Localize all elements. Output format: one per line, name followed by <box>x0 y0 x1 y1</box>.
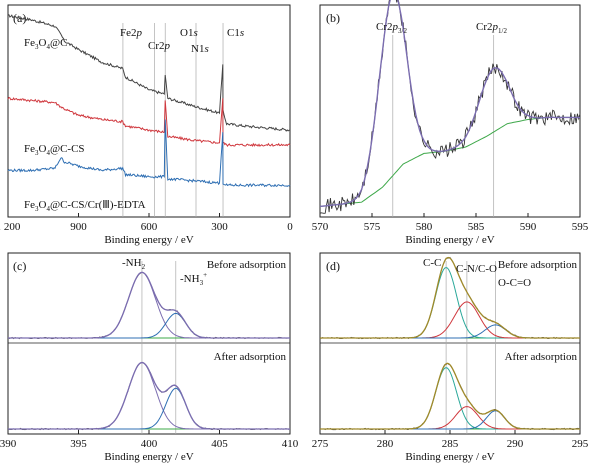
component-peak-1 <box>320 301 580 339</box>
panel-b-xlabel: Binding energy / eV <box>405 234 494 246</box>
peak-label-cr2p: Cr2p <box>148 40 171 52</box>
panel-c-x-ticks: 390 395 400 405 410 <box>0 430 299 450</box>
panel-c-tick-label: 410 <box>282 438 299 450</box>
panel-b-x-ticks: 570 575 580 585 590 595 <box>312 213 589 233</box>
peak-label-o1s: O1s <box>180 27 198 39</box>
panel-a-x-ticks: 1 200 900 600 300 0 <box>0 213 293 233</box>
raw-spectrum-line <box>319 363 581 431</box>
series-line-1 <box>7 96 291 148</box>
component-peak-0 <box>8 362 290 430</box>
panel-a-xlabel: Binding energy / eV <box>104 234 193 246</box>
panel-d-frame <box>319 252 581 435</box>
component-peak-2 <box>320 410 580 430</box>
fit-envelope-line <box>8 361 290 430</box>
panel-b-curves <box>319 0 581 214</box>
panel-c-top-label: Before adsorption <box>207 259 287 271</box>
panel-c-tick-label: 395 <box>70 438 87 450</box>
panel-b-tick-label: 575 <box>364 221 381 233</box>
panel-a-legend: Fe3O4@C Fe3O4@C-CS Fe3O4@C-CS/Cr(Ⅲ)-EDTA <box>24 37 146 213</box>
panel-b-tick-label: 570 <box>312 221 329 233</box>
series-line-0 <box>7 14 291 132</box>
peak-label-cr2p12: Cr2p1/2 <box>476 21 507 35</box>
panel-c-label: (c) <box>13 259 26 273</box>
panel-d-top-label: Before adsorption <box>498 259 578 271</box>
panel-a-peak-labels: Fe2p Cr2p O1s N1s C1s <box>120 27 244 55</box>
panel-a-tick-label: 600 <box>141 221 158 233</box>
panel-d-x-ticks: 275 280 285 290 295 <box>312 430 589 450</box>
raw-spectrum-line <box>7 271 291 340</box>
component-peak-0 <box>320 367 580 430</box>
fit-envelope-line <box>8 271 290 339</box>
peak-label-cn-co: C-N/C-O <box>456 263 497 275</box>
panel-d: (d) Before adsorption After adsorption C… <box>312 252 589 463</box>
panel-d-tick-label: 285 <box>442 438 459 450</box>
panel-d-bottom-label: After adsorption <box>505 351 578 363</box>
peak-label-nh2: -NH2 <box>122 257 146 271</box>
panel-b-frame <box>319 4 581 218</box>
panel-c: (c) Before adsorption After adsorption -… <box>0 252 299 463</box>
panel-a-tick-label: 900 <box>70 221 87 233</box>
panel-a-tick-label: 1 200 <box>0 221 21 233</box>
panel-b-label: (b) <box>326 11 340 25</box>
component-peak-1 <box>8 312 290 339</box>
panel-d-tick-label: 295 <box>572 438 589 450</box>
raw-spectrum-line <box>319 0 581 214</box>
legend-fe3o4-c-cs-cr-edta: Fe3O4@C-CS/Cr(Ⅲ)-EDTA <box>24 199 146 213</box>
fit-envelope-line <box>320 362 580 430</box>
legend-fe3o4-c: Fe3O4@C <box>24 37 67 51</box>
panel-b-tick-label: 590 <box>520 221 537 233</box>
panel-a: (a) Fe2p Cr2p O1s N1s C1s Fe3O4@C Fe3O4@… <box>0 4 293 246</box>
panel-d-xlabel: Binding energy / eV <box>405 451 494 463</box>
panel-c-bottom-label: After adsorption <box>214 351 287 363</box>
panel-d-tick-label: 280 <box>377 438 394 450</box>
panel-a-series <box>7 14 291 188</box>
peak-label-cc: C-C <box>423 257 441 269</box>
component-peak-0 <box>8 271 290 339</box>
panel-c-peak-lines <box>141 261 177 434</box>
fit-envelope-line <box>319 0 580 208</box>
component-peak-2 <box>320 324 580 339</box>
panel-d-peak-lines <box>445 261 496 434</box>
panel-b-tick-label: 585 <box>468 221 485 233</box>
peak-label-oco: O-C=O <box>498 277 531 289</box>
panel-d-label: (d) <box>326 259 340 273</box>
component-peak-1 <box>8 387 290 430</box>
panel-c-curves <box>7 271 291 431</box>
component-peak-1 <box>320 406 580 430</box>
panel-b: (b) Cr2p3/2 Cr2p1/2 570 575 580 585 590 595 B… <box>312 0 589 246</box>
peak-label-fe2p: Fe2p <box>120 27 143 39</box>
panel-a-tick-label: 300 <box>211 221 228 233</box>
panel-c-tick-label: 400 <box>141 438 158 450</box>
component-peak-0 <box>320 266 580 339</box>
panel-c-tick-label: 390 <box>0 438 17 450</box>
panel-d-tick-label: 290 <box>507 438 524 450</box>
panel-c-tick-label: 405 <box>211 438 228 450</box>
panel-b-tick-label: 595 <box>572 221 589 233</box>
legend-fe3o4-c-cs: Fe3O4@C-CS <box>24 143 85 157</box>
panel-a-tick-label: 0 <box>287 221 293 233</box>
peak-label-c1s: C1s <box>227 27 244 39</box>
peak-label-n1s: N1s <box>191 43 209 55</box>
panel-b-tick-label: 580 <box>416 221 433 233</box>
panel-c-xlabel: Binding energy / eV <box>104 451 193 463</box>
panel-d-tick-label: 275 <box>312 438 329 450</box>
peak-label-nh3: -NH3+ <box>180 271 207 287</box>
series-line-2 <box>7 119 291 188</box>
fit-envelope-line <box>320 256 580 339</box>
panel-d-curves <box>319 256 581 431</box>
